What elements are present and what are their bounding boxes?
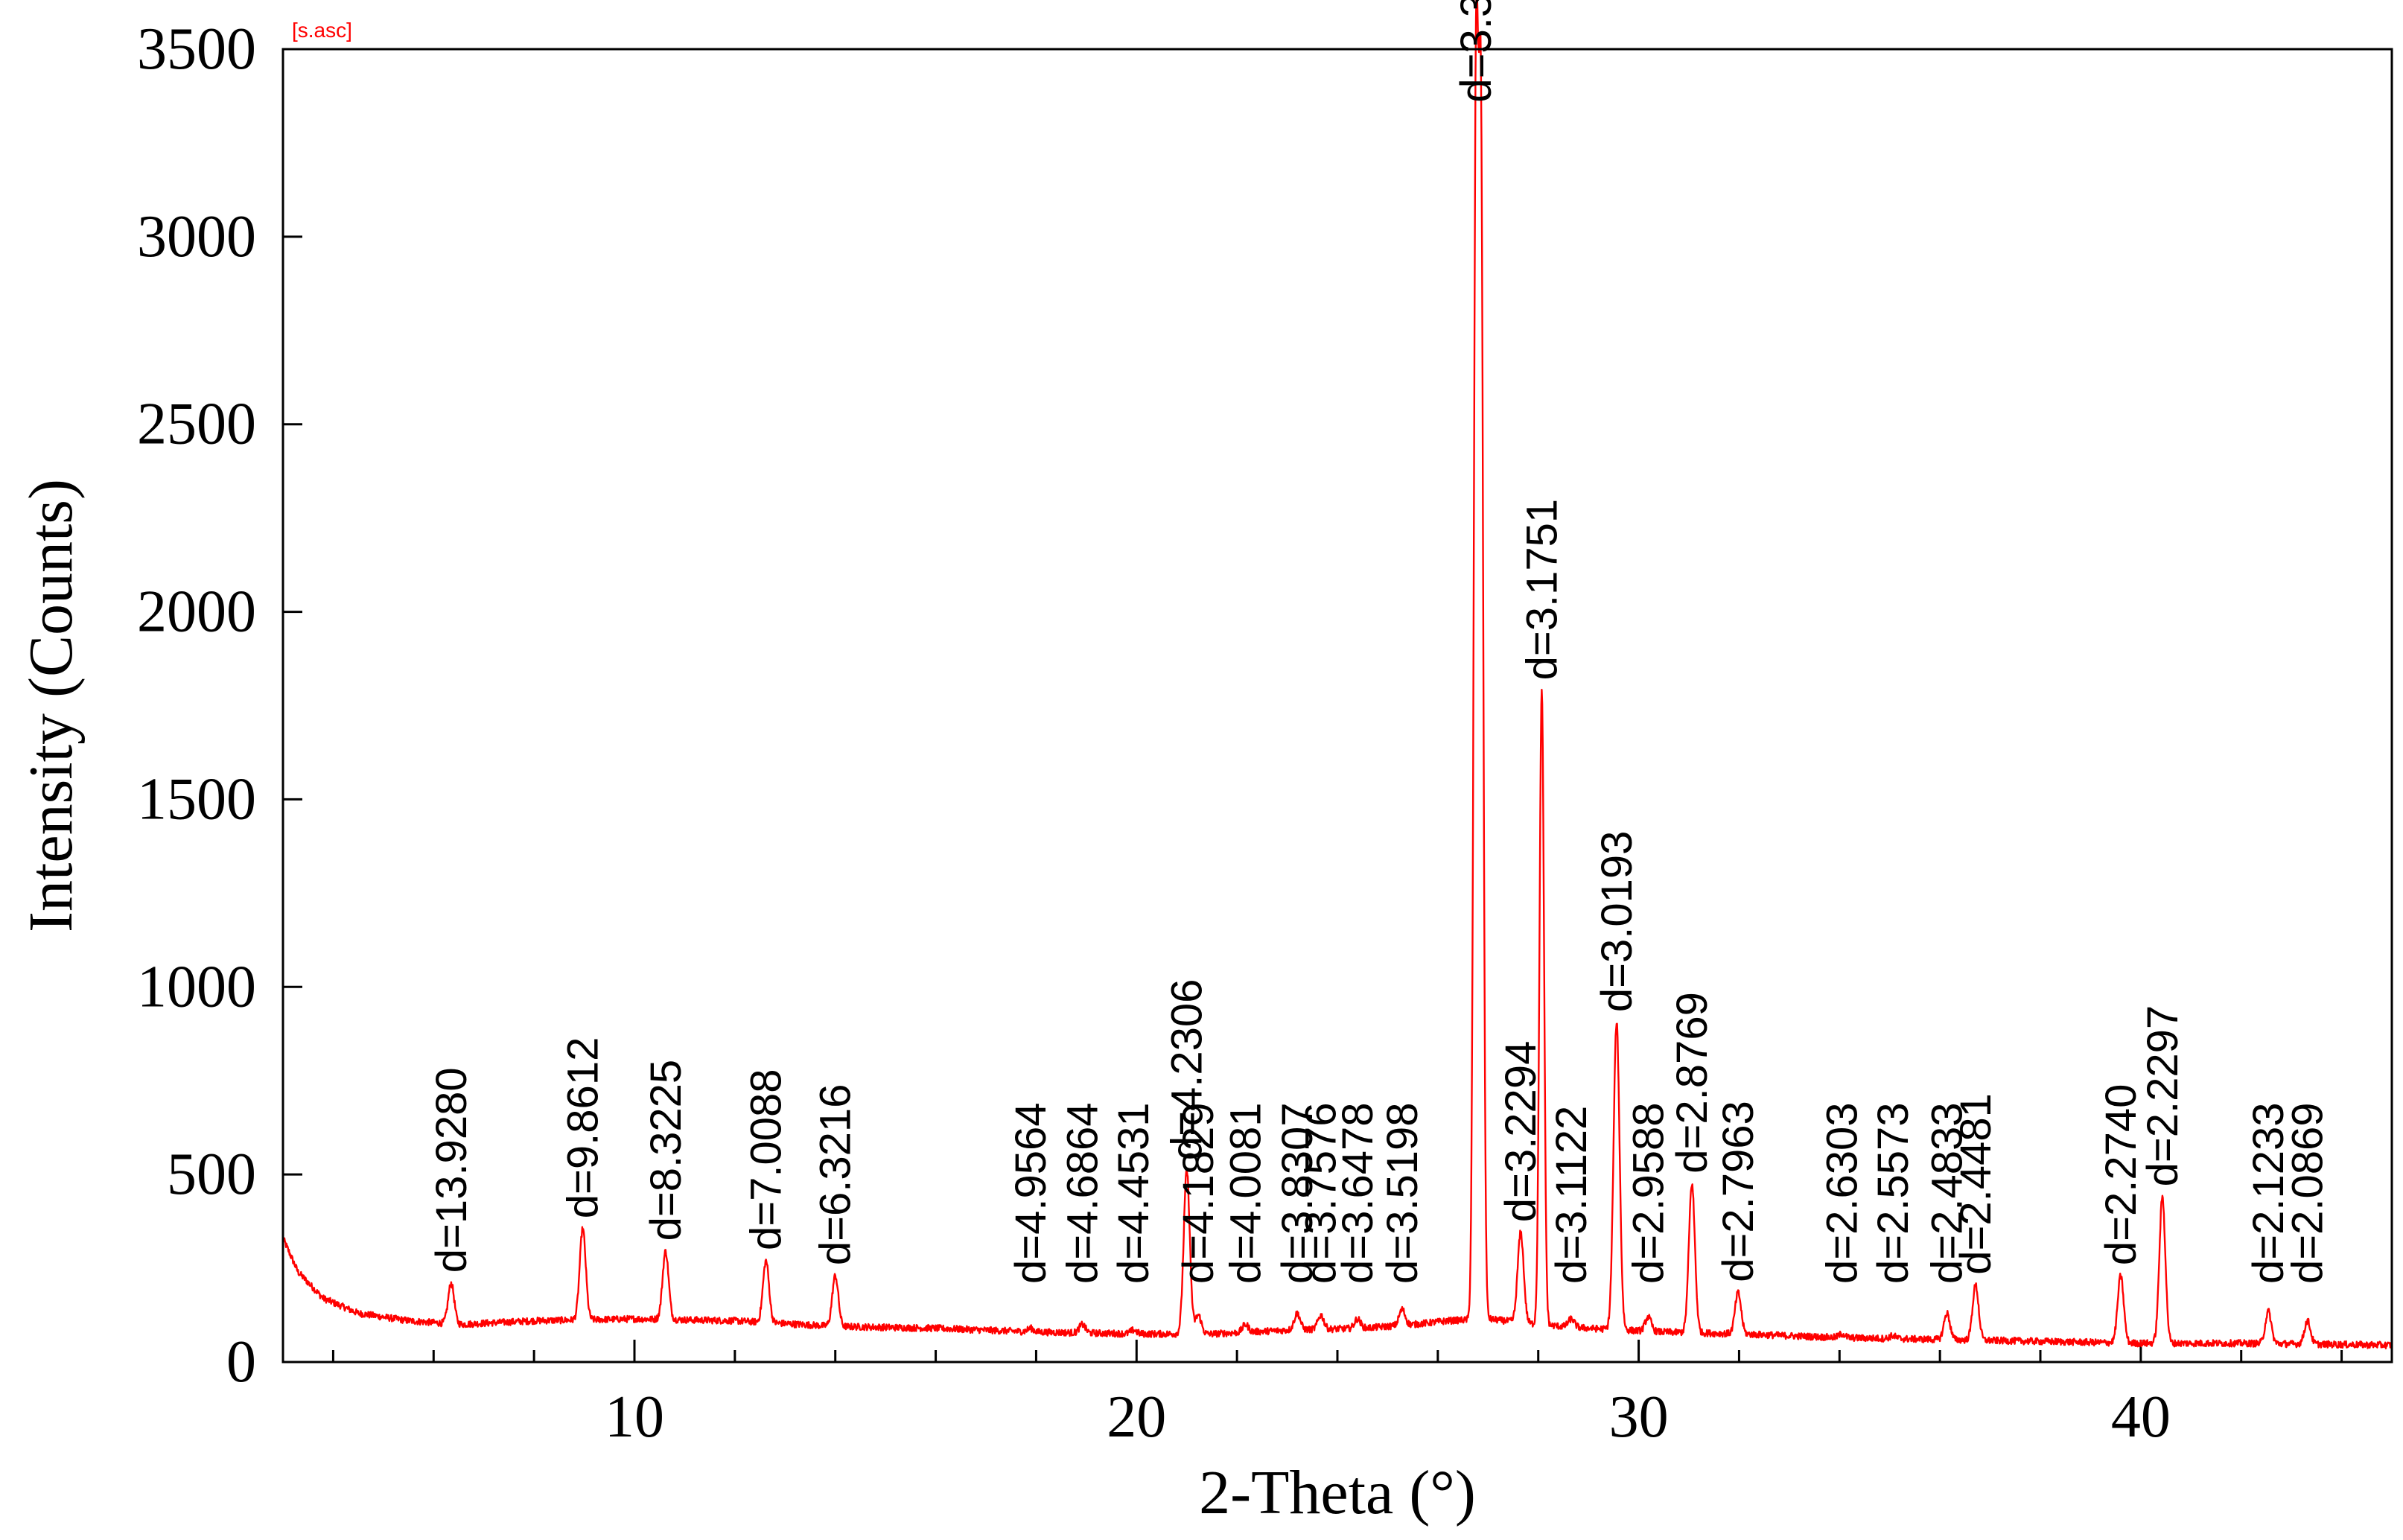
y-tick-label: 3500 (137, 16, 256, 82)
y-tick-label: 2000 (137, 579, 256, 645)
peak-label: d=9.8612 (559, 1037, 608, 1219)
peak-label: d=3.3285 (1452, 0, 1500, 103)
plot-frame (281, 48, 2393, 1364)
x-tick-label: 10 (605, 1384, 664, 1450)
y-tick-label: 500 (167, 1142, 256, 1207)
file-tag: [s.asc] (292, 19, 352, 42)
peak-label: d=3.1751 (1518, 499, 1566, 681)
x-tick-label: 20 (1107, 1384, 1166, 1450)
y-tick-label: 2500 (137, 392, 256, 457)
peak-label: d=3.2294 (1497, 1041, 1545, 1223)
peak-label: d=3.8307 (1273, 1102, 1322, 1284)
peak-label: d=2.2297 (2139, 1005, 2187, 1187)
peak-label: d=2.4481 (1952, 1093, 2000, 1275)
peak-label: d=4.0081 (1222, 1102, 1270, 1284)
peak-label: d=13.9280 (427, 1067, 476, 1273)
x-tick-label: 40 (2111, 1384, 2171, 1450)
y-axis-title: Intensity (Counts) (16, 479, 86, 932)
peak-label: d=3.7576 (1297, 1102, 1346, 1284)
peak-label: d=4.4531 (1110, 1102, 1158, 1284)
diffraction-trace (281, 0, 2393, 1349)
peak-label: d=2.0869 (2284, 1102, 2332, 1284)
peak-label: d=2.4833 (1923, 1102, 1972, 1284)
peak-label: d=4.6864 (1059, 1102, 1107, 1284)
peak-label: d=4.9564 (1007, 1102, 1055, 1284)
tick-layer: 0 500 1000 1500 2000 2500 3000 3500 10 20 30 40 (137, 16, 2343, 1450)
y-tick-label: 0 (226, 1329, 256, 1395)
peak-label: d=2.1233 (2244, 1102, 2293, 1284)
peak-label: d=7.0088 (742, 1069, 791, 1250)
x-axis-title: 2-Theta (°) (1199, 1458, 1476, 1527)
peak-label: d=2.7963 (1714, 1101, 1763, 1282)
peak-label: d=3.0193 (1593, 831, 1641, 1013)
peak-label: d=2.5573 (1869, 1102, 1917, 1284)
peak-label-layer: d=13.9280 d=9.8612 d=8.3225 d=7.0088 d=6.321… (427, 0, 2332, 1284)
y-tick-label: 1000 (137, 954, 256, 1019)
y-tick-label: 3000 (137, 204, 256, 270)
peak-label: d=3.1122 (1547, 1106, 1596, 1284)
trace-layer (281, 0, 2393, 1349)
x-tick-label: 30 (1609, 1384, 1669, 1450)
peak-label: d=6.3216 (812, 1084, 860, 1266)
peak-label: d=2.8769 (1668, 992, 1716, 1174)
peak-label: d=3.6478 (1334, 1102, 1382, 1284)
peak-label: d=3.5198 (1378, 1102, 1427, 1284)
peak-label: d=4.1829 (1174, 1102, 1223, 1284)
peak-label: d=2.6303 (1818, 1102, 1867, 1284)
peak-label: d=8.3225 (642, 1060, 690, 1241)
peak-label: d=2.9588 (1624, 1102, 1672, 1284)
peak-label: d=2.2740 (2097, 1084, 2145, 1266)
y-tick-label: 1500 (137, 766, 256, 832)
peak-label: d=4.2306 (1163, 979, 1212, 1161)
